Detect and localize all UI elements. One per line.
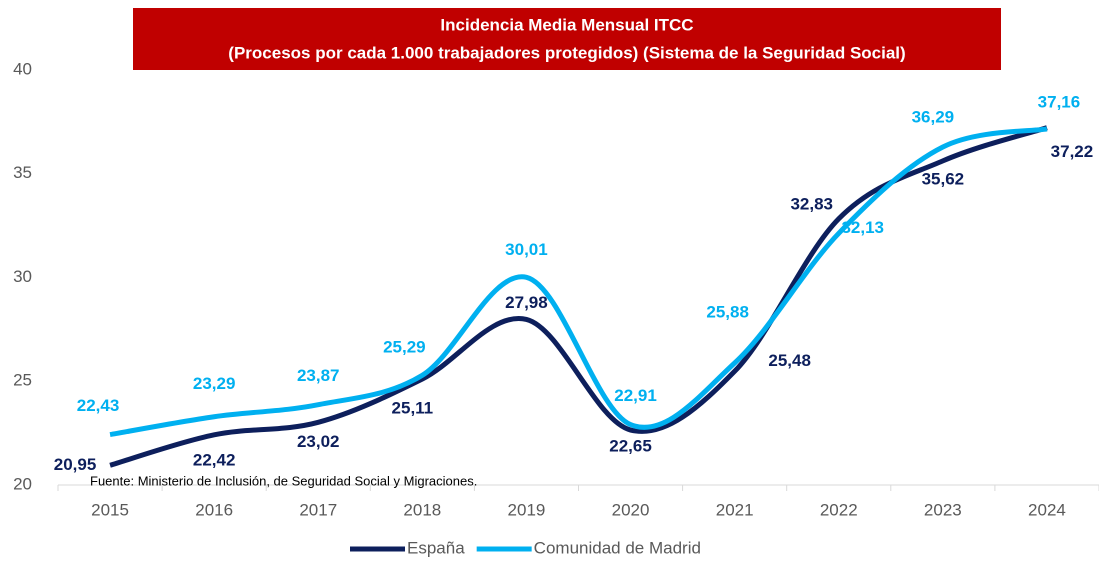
- x-tick-label: 2024: [1028, 500, 1066, 519]
- x-tick-label: 2017: [299, 500, 337, 519]
- x-tick-label: 2020: [612, 500, 650, 519]
- data-label: 22,65: [609, 436, 652, 455]
- data-label: 35,62: [922, 169, 965, 188]
- data-label: 22,43: [77, 396, 120, 415]
- chart-subtitle: (Procesos por cada 1.000 trabajadores pr…: [228, 43, 905, 62]
- source-note: Fuente: Ministerio de Inclusión, de Segu…: [90, 473, 477, 488]
- x-tick-label: 2021: [716, 500, 754, 519]
- data-label: 32,83: [790, 194, 833, 213]
- data-label: 23,87: [297, 366, 340, 385]
- data-label: 20,95: [54, 455, 97, 474]
- data-label: 25,11: [392, 398, 434, 417]
- series-line: [109, 125, 1048, 468]
- data-label: 37,22: [1051, 142, 1094, 161]
- legend-label: Comunidad de Madrid: [534, 538, 701, 557]
- data-label: 25,29: [383, 338, 426, 357]
- data-label: 23,02: [297, 432, 340, 451]
- x-tick-label: 2018: [403, 500, 441, 519]
- data-label: 22,91: [614, 386, 657, 405]
- data-label: 23,29: [193, 374, 236, 393]
- y-tick-label: 25: [13, 371, 32, 390]
- chart-title: Incidencia Media Mensual ITCC: [440, 15, 693, 34]
- data-label: 25,88: [706, 302, 749, 321]
- x-tick-label: 2016: [195, 500, 233, 519]
- data-label: 37,16: [1038, 92, 1081, 111]
- y-tick-label: 35: [13, 163, 32, 182]
- data-label: 32,13: [841, 218, 884, 237]
- data-label: 30,01: [505, 240, 548, 259]
- data-label: 27,98: [505, 293, 548, 312]
- y-tick-label: 40: [13, 59, 32, 78]
- data-label: 25,48: [768, 351, 811, 370]
- legend-label: España: [407, 538, 465, 557]
- x-tick-label: 2022: [820, 500, 858, 519]
- data-label: 22,42: [193, 450, 236, 469]
- x-tick-label: 2019: [508, 500, 546, 519]
- y-tick-label: 20: [13, 474, 32, 493]
- series-line: [109, 126, 1048, 438]
- data-label: 36,29: [912, 107, 955, 126]
- x-tick-label: 2015: [91, 500, 129, 519]
- title-box: [133, 8, 1001, 70]
- x-tick-label: 2023: [924, 500, 962, 519]
- y-tick-label: 30: [13, 267, 32, 286]
